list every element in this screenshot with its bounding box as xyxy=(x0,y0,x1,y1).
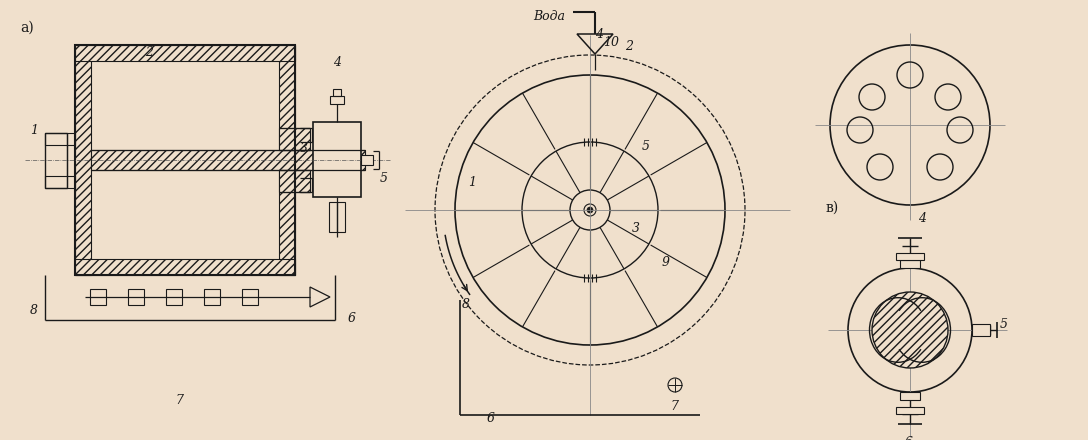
Text: 7: 7 xyxy=(670,400,678,414)
Bar xyxy=(90,289,106,305)
Bar xyxy=(45,133,67,188)
Bar xyxy=(900,392,920,400)
Bar xyxy=(361,155,373,165)
Text: 5: 5 xyxy=(380,172,388,184)
Text: 3: 3 xyxy=(632,221,640,235)
Circle shape xyxy=(588,207,593,213)
Bar xyxy=(313,122,361,197)
Text: 8: 8 xyxy=(462,298,470,312)
Text: 4: 4 xyxy=(333,55,341,69)
Text: 9: 9 xyxy=(662,256,670,268)
Bar xyxy=(972,324,990,336)
Text: а): а) xyxy=(20,21,34,35)
Bar xyxy=(279,45,295,275)
Circle shape xyxy=(871,292,948,368)
Text: 3: 3 xyxy=(300,142,308,154)
Bar xyxy=(897,407,924,414)
Text: 10: 10 xyxy=(603,36,619,48)
Text: 6: 6 xyxy=(348,312,356,324)
Text: Вода: Вода xyxy=(533,11,565,23)
Text: 2: 2 xyxy=(145,45,153,59)
Bar xyxy=(900,260,920,268)
Circle shape xyxy=(584,204,596,216)
Text: в): в) xyxy=(825,201,838,215)
Bar xyxy=(128,289,144,305)
Bar xyxy=(279,128,310,150)
Text: 2: 2 xyxy=(625,40,633,54)
Bar xyxy=(279,170,310,192)
Text: 8: 8 xyxy=(30,304,38,316)
Text: 7: 7 xyxy=(175,393,183,407)
Bar xyxy=(897,253,924,260)
Bar xyxy=(329,202,337,232)
Text: 6: 6 xyxy=(487,411,495,425)
Bar xyxy=(205,289,220,305)
Bar xyxy=(337,202,345,232)
Bar xyxy=(166,289,182,305)
Text: 5: 5 xyxy=(642,140,650,154)
Bar xyxy=(330,96,344,104)
Text: 4: 4 xyxy=(595,29,603,41)
Bar xyxy=(242,289,258,305)
Bar xyxy=(333,89,341,96)
Text: 1: 1 xyxy=(30,124,38,136)
Text: 6: 6 xyxy=(905,436,913,440)
Bar xyxy=(91,150,364,170)
Text: 5: 5 xyxy=(1000,319,1007,331)
Text: 4: 4 xyxy=(918,212,926,224)
Bar xyxy=(45,176,75,188)
Bar xyxy=(45,133,75,145)
Bar xyxy=(75,45,91,275)
Bar xyxy=(75,259,295,275)
Bar xyxy=(75,45,295,61)
Bar xyxy=(75,45,295,275)
Text: 1: 1 xyxy=(468,176,477,188)
